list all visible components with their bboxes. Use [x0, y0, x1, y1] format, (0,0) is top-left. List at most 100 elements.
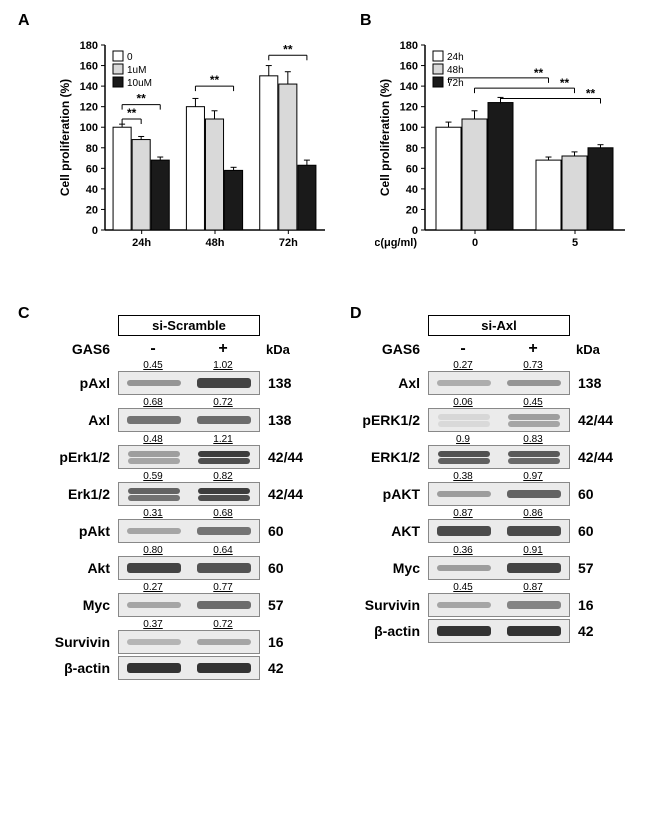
gas6-plus: +	[498, 340, 568, 358]
blot-row: pAkt 60	[40, 519, 318, 543]
blot-row: Myc 57	[350, 556, 628, 580]
protein-label: pAkt	[40, 523, 118, 539]
panel-c-label: C	[18, 305, 30, 323]
svg-text:20: 20	[406, 204, 418, 216]
panel-b-label: B	[360, 12, 372, 30]
svg-text:1uM: 1uM	[127, 65, 146, 76]
densitometry-row: 0.380.97	[428, 471, 628, 482]
panel-d-blots: si-AxlGAS6 -+ kDa0.270.73Axl1380.060.45p…	[350, 315, 628, 645]
protein-label: β-actin	[40, 660, 118, 676]
gas6-minus: -	[428, 340, 498, 358]
densitometry-row: 0.800.64	[118, 545, 318, 556]
blot-image	[118, 656, 260, 680]
blot-image	[428, 445, 570, 469]
kda-value: 60	[570, 523, 628, 539]
kda-value: 57	[570, 560, 628, 576]
densitometry-row: 0.370.72	[118, 619, 318, 630]
kda-value: 16	[570, 597, 628, 613]
blot-image	[428, 519, 570, 543]
kda-value: 42/44	[570, 412, 628, 428]
protein-label: Akt	[40, 560, 118, 576]
blot-image	[428, 619, 570, 643]
svg-text:48h: 48h	[447, 65, 464, 76]
kda-value: 42/44	[260, 449, 318, 465]
svg-text:0: 0	[127, 52, 133, 63]
kda-value: 60	[260, 560, 318, 576]
kda-value: 138	[570, 375, 628, 391]
svg-text:0: 0	[412, 225, 418, 237]
blot-image	[118, 371, 260, 395]
svg-text:120: 120	[400, 102, 418, 114]
blot-row: Survivin16	[40, 630, 318, 654]
svg-text:**: **	[210, 73, 220, 87]
chart-a: 020406080100120140160180Cell proliferati…	[55, 30, 335, 270]
densitometry-row: 0.590.82	[118, 471, 318, 482]
protein-label: ERK1/2	[350, 449, 428, 465]
blot-row: β-actin42	[350, 619, 628, 643]
gas6-label: GAS6	[40, 341, 118, 357]
densitometry-row: 0.360.91	[428, 545, 628, 556]
blot-row: β-actin42	[40, 656, 318, 680]
gas6-minus: -	[118, 340, 188, 358]
svg-text:**: **	[534, 66, 544, 80]
densitometry-row: 0.90.83	[428, 434, 628, 445]
protein-label: Axl	[40, 412, 118, 428]
densitometry-row: 0.310.68	[118, 508, 318, 519]
blot-image	[118, 408, 260, 432]
svg-text:0: 0	[92, 225, 98, 237]
svg-text:160: 160	[80, 61, 98, 73]
svg-text:100: 100	[400, 122, 418, 134]
svg-text:180: 180	[400, 40, 418, 52]
blot-image	[118, 630, 260, 654]
svg-text:72h: 72h	[279, 237, 298, 249]
kda-value: 16	[260, 634, 318, 650]
svg-text:5: 5	[572, 237, 578, 249]
blot-image	[428, 556, 570, 580]
svg-text:0: 0	[472, 237, 478, 249]
kda-value: 60	[570, 486, 628, 502]
blot-image	[118, 556, 260, 580]
blot-image	[118, 482, 260, 506]
protein-label: Myc	[350, 560, 428, 576]
svg-text:60: 60	[406, 163, 418, 175]
blot-row: pERK1/242/44	[350, 408, 628, 432]
kda-value: 57	[260, 597, 318, 613]
svg-text:Axl-Fc(μg/ml): Axl-Fc(μg/ml)	[375, 237, 417, 249]
kda-value: 42/44	[570, 449, 628, 465]
blot-row: pErk1/2 42/44	[40, 445, 318, 469]
svg-text:Cell proliferation (%): Cell proliferation (%)	[58, 79, 72, 196]
kda-value: 42/44	[260, 486, 318, 502]
protein-label: Axl	[350, 375, 428, 391]
protein-label: pAKT	[350, 486, 428, 502]
svg-text:40: 40	[86, 184, 98, 196]
svg-text:80: 80	[406, 143, 418, 155]
blot-image	[428, 482, 570, 506]
svg-text:100: 100	[80, 122, 98, 134]
svg-text:160: 160	[400, 61, 418, 73]
svg-text:10uM: 10uM	[127, 78, 152, 89]
blot-row: AKT60	[350, 519, 628, 543]
kda-value: 60	[260, 523, 318, 539]
protein-label: Survivin	[350, 597, 428, 613]
svg-text:**: **	[586, 86, 596, 100]
blot-row: ERK1/2 42/44	[350, 445, 628, 469]
svg-text:180: 180	[80, 40, 98, 52]
kda-value: 42	[570, 623, 628, 639]
blot-row: pAxl138	[40, 371, 318, 395]
blot-row: pAKT 60	[350, 482, 628, 506]
blot-row: Axl 138	[350, 371, 628, 395]
blot-image	[428, 371, 570, 395]
chart-b: 020406080100120140160180Cell proliferati…	[375, 30, 635, 270]
svg-text:60: 60	[86, 163, 98, 175]
svg-text:140: 140	[80, 81, 98, 93]
densitometry-row: 0.481.21	[118, 434, 318, 445]
blot-row: Axl138	[40, 408, 318, 432]
densitometry-row: 0.870.86	[428, 508, 628, 519]
svg-text:**: **	[136, 92, 146, 106]
svg-text:24h: 24h	[447, 52, 464, 63]
gas6-label: GAS6	[350, 341, 428, 357]
blot-image	[118, 445, 260, 469]
densitometry-row: 0.680.72	[118, 397, 318, 408]
svg-text:24h: 24h	[132, 237, 151, 249]
protein-label: pErk1/2	[40, 449, 118, 465]
